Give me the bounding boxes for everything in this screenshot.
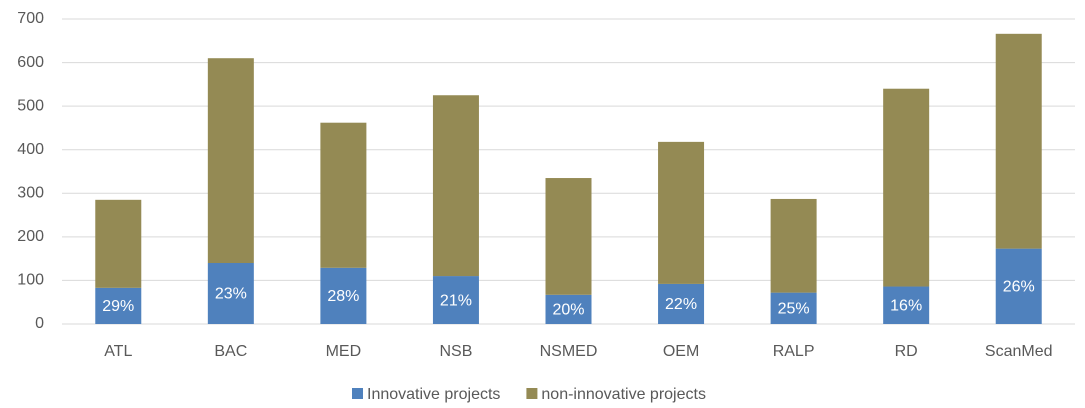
legend-swatch bbox=[352, 388, 363, 399]
legend-label: non-innovative projects bbox=[541, 386, 706, 403]
value-label: 29% bbox=[102, 298, 134, 315]
y-tick-label: 700 bbox=[17, 10, 44, 27]
bar-segment bbox=[995, 33, 1042, 249]
bar-segment bbox=[770, 292, 817, 324]
legend-label: Innovative projects bbox=[367, 386, 500, 403]
legend-swatch bbox=[526, 388, 538, 399]
value-label: 21% bbox=[440, 292, 472, 309]
bar-segment bbox=[320, 267, 367, 324]
value-label: 16% bbox=[890, 297, 922, 314]
bar-segment bbox=[545, 178, 592, 295]
y-tick-label: 100 bbox=[17, 272, 44, 289]
x-tick-label: RD bbox=[895, 343, 918, 360]
bar-segment bbox=[995, 248, 1042, 324]
value-label: 26% bbox=[1003, 279, 1035, 296]
bar-segment bbox=[432, 95, 479, 277]
bar-segment bbox=[658, 283, 705, 324]
y-tick-label: 200 bbox=[17, 228, 44, 245]
bar-segment bbox=[770, 198, 817, 293]
x-tick-label: BAC bbox=[214, 343, 247, 360]
value-label: 23% bbox=[215, 286, 247, 303]
y-tick-label: 400 bbox=[17, 141, 44, 158]
value-label: 25% bbox=[778, 301, 810, 318]
x-tick-label: ATL bbox=[104, 343, 132, 360]
y-tick-label: 0 bbox=[35, 315, 44, 332]
y-tick-label: 300 bbox=[17, 185, 44, 202]
bar-segment bbox=[320, 122, 367, 268]
x-tick-label: ScanMed bbox=[985, 343, 1053, 360]
x-tick-label: MED bbox=[326, 343, 362, 360]
value-label: 20% bbox=[552, 302, 584, 319]
bar-segment bbox=[95, 199, 142, 288]
value-label: 28% bbox=[327, 288, 359, 305]
x-tick-label: NSB bbox=[439, 343, 472, 360]
bar-segment bbox=[883, 286, 930, 324]
y-tick-label: 600 bbox=[17, 54, 44, 71]
bar-segment bbox=[658, 141, 705, 284]
value-label: 22% bbox=[665, 296, 697, 313]
x-tick-label: OEM bbox=[663, 343, 699, 360]
x-tick-label: NSMED bbox=[540, 343, 598, 360]
bar-segment bbox=[545, 294, 592, 324]
bar-segment bbox=[432, 276, 479, 324]
bar-segment bbox=[207, 58, 254, 263]
bar-segment bbox=[95, 287, 142, 324]
y-tick-label: 500 bbox=[17, 97, 44, 114]
bar-segment bbox=[883, 88, 930, 287]
bar-segment bbox=[207, 263, 254, 324]
x-tick-label: RALP bbox=[773, 343, 815, 360]
